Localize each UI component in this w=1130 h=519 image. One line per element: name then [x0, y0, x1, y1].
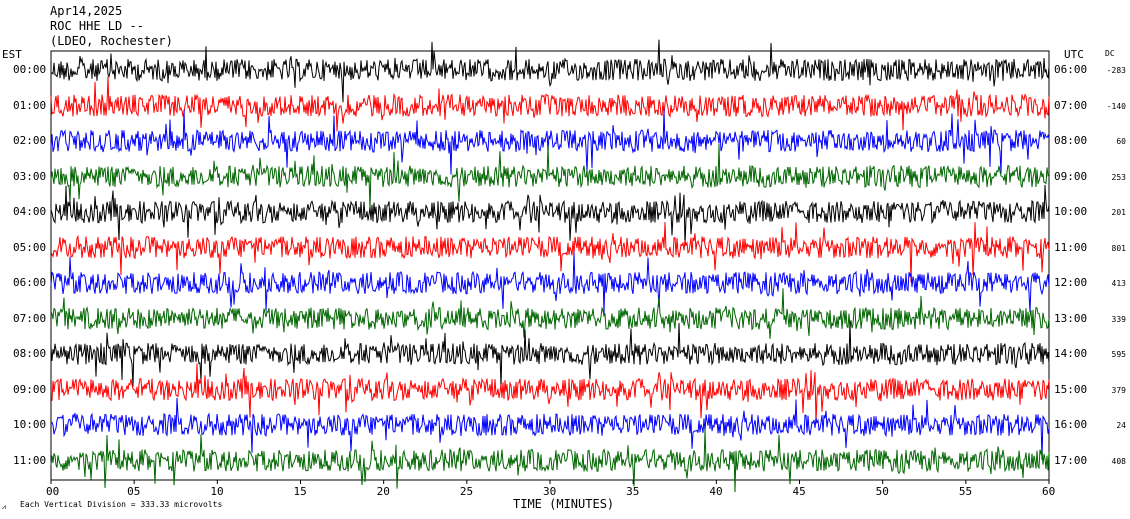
corner-mark-icon: ⩘: [2, 503, 6, 511]
utc-hour-label: 16:00: [1054, 418, 1088, 431]
dc-offset-label: 379: [1111, 385, 1126, 395]
est-hour-label: 05:00: [13, 240, 47, 254]
seismic-trace-row-7: [50, 288, 1050, 339]
seismic-trace-row-11: [50, 429, 1050, 493]
dc-offset-label: 253: [1111, 172, 1126, 182]
utc-hour-label: 17:00: [1054, 453, 1088, 467]
dc-offset-label: 60: [1116, 137, 1126, 146]
est-hour-label: 00:00: [13, 63, 47, 76]
utc-hour-label: 15:00: [1054, 382, 1088, 396]
seismic-trace-row-4: [50, 184, 1050, 246]
dc-offset-label: -283: [1106, 66, 1126, 75]
x-tick-label: 05: [127, 485, 141, 498]
dc-offset-label: -140: [1106, 101, 1126, 111]
x-tick-label: 50: [875, 485, 889, 498]
seismic-trace-row-6: [50, 251, 1050, 315]
seismic-trace-row-3: [50, 143, 1050, 211]
seismic-trace-row-8: [50, 321, 1050, 388]
utc-hour-label: 11:00: [1054, 240, 1088, 254]
x-tick-label: 15: [293, 485, 307, 498]
seismic-trace-row-0: [50, 39, 1050, 103]
est-hour-label: 04:00: [13, 205, 47, 218]
x-tick-label: 40: [709, 485, 723, 498]
dc-offset-label: 24: [1116, 421, 1126, 430]
x-axis-label: TIME (MINUTES): [513, 497, 615, 511]
scale-note: Each Vertical Division = 333.33 microvol…: [20, 500, 223, 509]
est-hour-label: 03:00: [13, 169, 47, 183]
utc-hour-label: 07:00: [1054, 98, 1088, 112]
x-tick-label: 30: [543, 485, 557, 498]
x-tick-label: 10: [210, 485, 224, 498]
seismic-trace-row-1: [50, 76, 1050, 132]
dc-offset-label: 339: [1111, 314, 1126, 324]
dc-title: DC: [1105, 49, 1115, 58]
x-tick-label: 20: [376, 485, 390, 498]
dc-offset-label: 408: [1111, 456, 1126, 466]
est-hour-label: 09:00: [13, 382, 47, 396]
x-tick-label: 55: [958, 485, 973, 498]
est-hour-label: 06:00: [13, 276, 47, 289]
utc-hour-label: 06:00: [1054, 63, 1088, 76]
est-hour-label: 01:00: [13, 98, 47, 112]
network-label: (LDEO, Rochester): [50, 34, 173, 48]
est-hour-label: 11:00: [13, 453, 47, 467]
dc-offset-label: 801: [1111, 243, 1126, 253]
utc-hour-label: 13:00: [1054, 311, 1088, 325]
x-tick-label: 25: [459, 485, 474, 498]
dc-offset-label: 413: [1111, 279, 1126, 288]
x-tick-label: 00: [46, 485, 60, 498]
seismic-trace-row-2: [50, 108, 1050, 175]
utc-title: UTC: [1064, 48, 1084, 61]
dc-offset-label: 595: [1111, 350, 1126, 359]
seismic-trace-row-10: [50, 397, 1050, 460]
seismic-trace-row-9: [50, 363, 1050, 423]
x-tick-label: 35: [626, 485, 640, 498]
utc-hour-label: 09:00: [1054, 169, 1088, 183]
utc-hour-label: 12:00: [1054, 276, 1088, 289]
x-tick-label: 45: [792, 485, 806, 498]
dc-offset-label: 201: [1111, 208, 1126, 217]
est-hour-label: 08:00: [13, 347, 47, 360]
date-label: Apr14,2025: [50, 4, 123, 18]
utc-hour-label: 08:00: [1054, 134, 1088, 147]
est-hour-label: 07:00: [13, 311, 47, 325]
utc-hour-label: 10:00: [1054, 205, 1088, 218]
x-tick-label: 60: [1042, 485, 1056, 498]
est-hour-label: 02:00: [13, 134, 47, 147]
est-title: EST: [2, 48, 22, 61]
seismic-trace-row-5: [50, 221, 1050, 283]
est-hour-label: 10:00: [13, 418, 47, 431]
station-label: ROC HHE LD --: [50, 19, 144, 33]
utc-hour-label: 14:00: [1054, 347, 1088, 360]
